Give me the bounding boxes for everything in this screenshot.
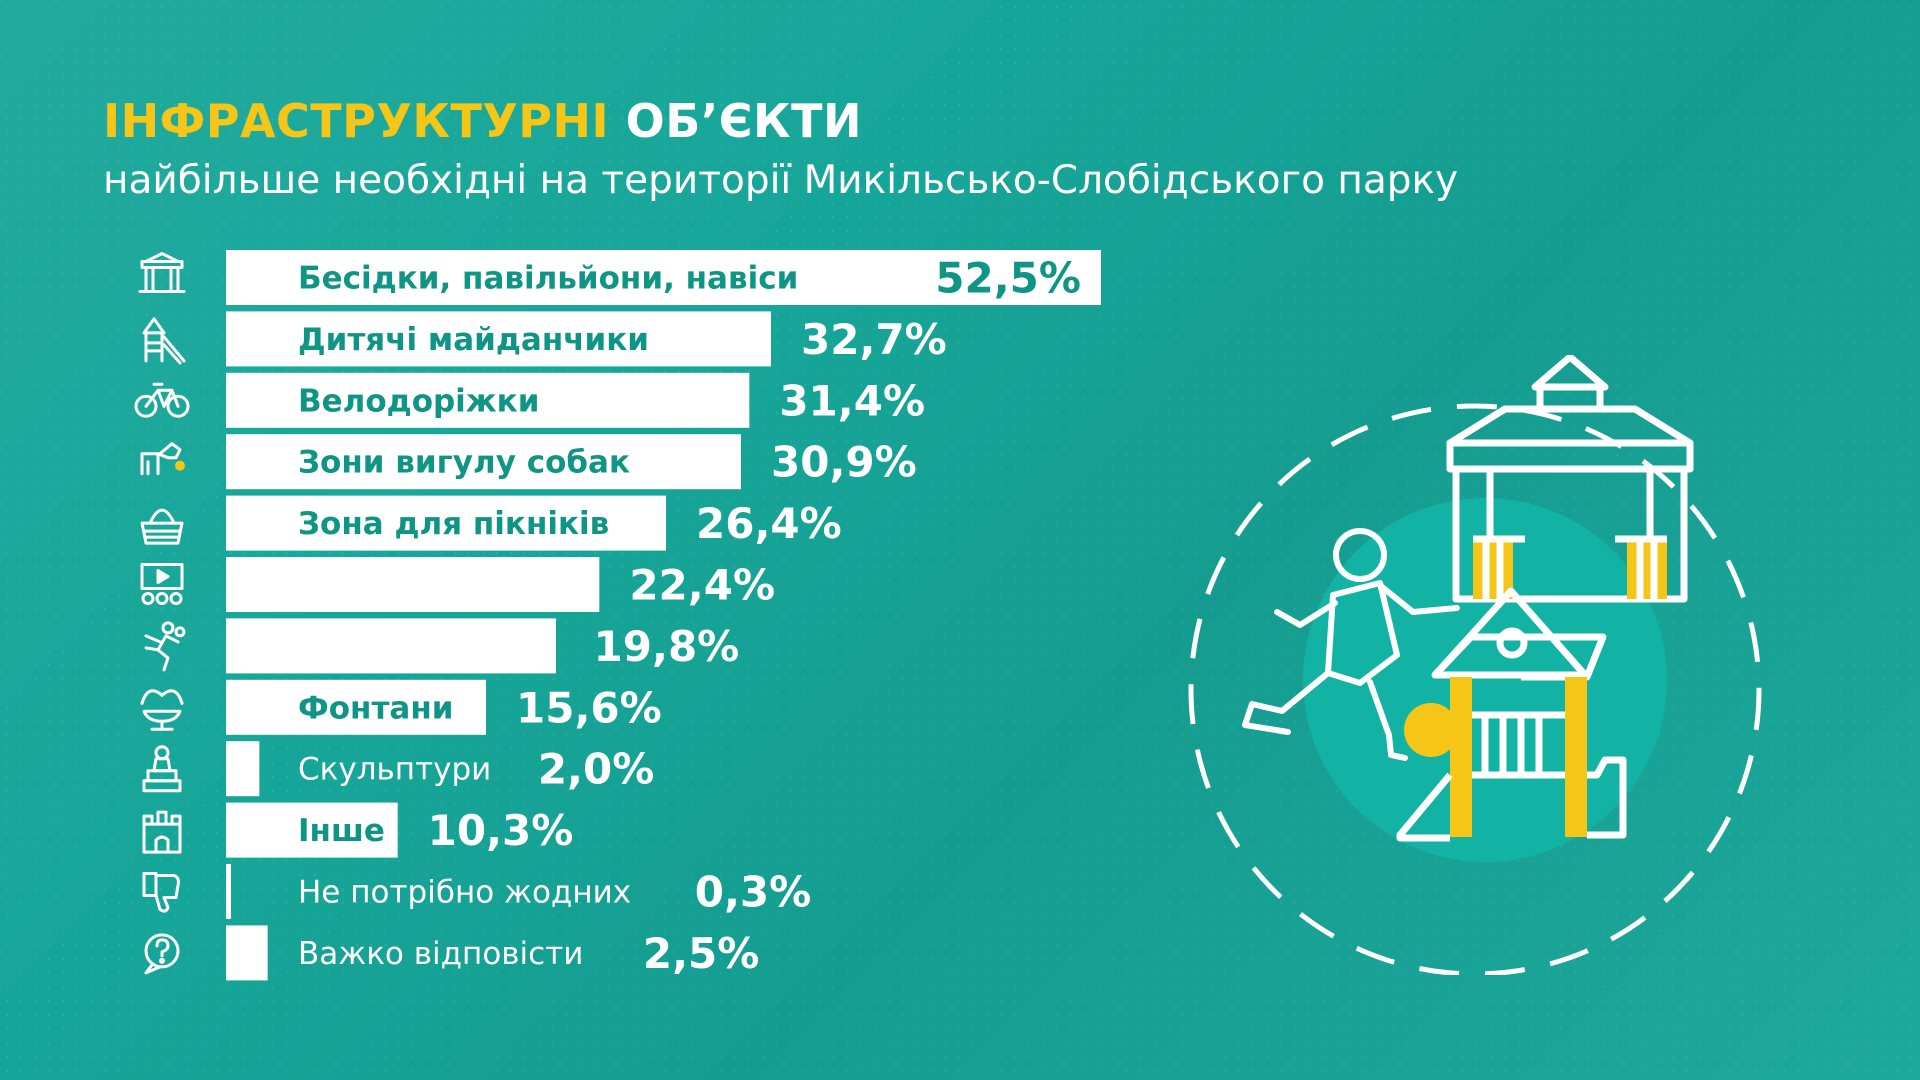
playground-illustration: [1396, 587, 1627, 842]
chart-title-highlight: ІНФРАСТРУКТУРНІ: [103, 94, 610, 148]
value-label: 15,6%: [516, 683, 662, 732]
bar-3: [226, 372, 750, 428]
value-label: 22,4%: [629, 561, 775, 610]
value-label: 10,3%: [428, 806, 574, 855]
category-label: Важко відповісти: [298, 936, 583, 972]
value-label: 2,0%: [538, 745, 654, 794]
category-label: Зони вигулу собак: [298, 445, 630, 481]
bar-1: [226, 250, 1101, 305]
castle-icon: [142, 810, 182, 854]
value-label: 0,3%: [695, 868, 811, 917]
bar-8: [226, 679, 486, 735]
playground-icon: [142, 317, 186, 365]
category-label: Бесідки, павільйони, навіси: [298, 261, 798, 297]
category-label: Літній кінотеатр: [298, 568, 567, 604]
fountain-icon: [140, 689, 184, 731]
bar-11: [226, 864, 231, 919]
category-label: Скульптури: [298, 752, 491, 788]
sculpture-icon: [142, 745, 182, 793]
category-label: Дитячі майданчики: [298, 322, 649, 358]
question-bubble-icon: [144, 933, 180, 975]
bar-12: [226, 925, 268, 981]
bicycle-icon: [134, 382, 190, 418]
bar-chart: Бесідки, павільйони, навіси 52,5% Дитячі м…: [134, 250, 1101, 981]
category-label: Фонтани: [298, 690, 453, 726]
gazebo-illustration: [1446, 355, 1694, 603]
park-illustration: [1188, 355, 1762, 975]
chart-title: ІНФРАСТРУКТУРНІ ОБ’ЄКТИ: [103, 98, 862, 144]
category-label: Велодоріжки: [298, 383, 539, 419]
chart-title-rest: ОБ’ЄКТИ: [625, 94, 863, 148]
bar-5: [226, 495, 666, 551]
category-label: Інше: [298, 813, 385, 849]
ball-illustration: [1404, 703, 1458, 757]
value-label: 32,7%: [801, 315, 947, 364]
value-label: 19,8%: [594, 622, 740, 671]
value-label: 52,5%: [935, 254, 1081, 303]
dog-icon: [140, 442, 185, 476]
category-label: Бігові доріжки: [298, 629, 535, 665]
football-player-illustration: [1242, 528, 1460, 761]
category-label: Зона для пікніків: [298, 506, 609, 542]
runner-icon: [144, 621, 186, 672]
bar-4: [226, 434, 741, 490]
gazebo-icon: [138, 252, 186, 293]
category-label: Не потрібно жодних: [298, 875, 631, 911]
chart-subtitle: найбільше необхідні на території Микільс…: [103, 158, 1459, 203]
value-label: 30,9%: [771, 438, 917, 487]
value-label: 26,4%: [696, 499, 842, 548]
bar-2: [226, 311, 771, 367]
cinema-icon: [140, 563, 184, 605]
picnic-basket-icon: [140, 508, 184, 545]
value-label: 2,5%: [643, 929, 759, 978]
bar-7: [226, 618, 556, 674]
bar-6: [226, 557, 600, 612]
bar-9: [226, 741, 260, 797]
thumbs-down-icon: [142, 872, 180, 913]
value-label: 31,4%: [779, 376, 925, 425]
bar-10: [226, 802, 398, 858]
dashed-circle: [1188, 403, 1762, 975]
